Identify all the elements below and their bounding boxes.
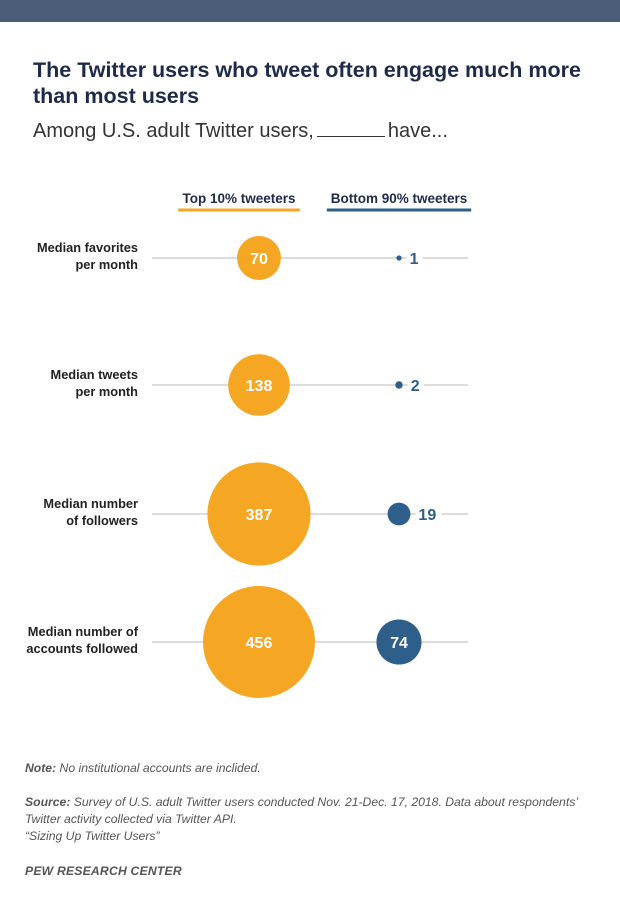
data-bubble [376,619,422,665]
data-label: 19 [418,507,436,524]
category-label: Median favorites [37,240,138,255]
data-bubble [228,354,290,416]
chart-subtitle: Among U.S. adult Twitter users, have... [33,118,448,143]
source-text: Survey of U.S. adult Twitter users condu… [25,795,578,826]
data-label: 387 [246,507,273,524]
legend-label: Top 10% tweeters [182,191,295,206]
data-label-backdrop [406,248,423,268]
data-bubble [237,236,281,280]
data-label: 70 [250,251,268,268]
category-label: per month [75,384,138,399]
data-label-backdrop [407,375,424,395]
source-report: “Sizing Up Twitter Users” [25,829,160,843]
note: Note: No institutional accounts are incl… [25,760,261,777]
chart-title: The Twitter users who tweet often engage… [33,58,581,108]
legend-label: Bottom 90% tweeters [331,191,468,206]
footer-credit: PEW RESEARCH CENTER [25,864,182,878]
data-label: 2 [411,378,420,395]
data-bubble [396,255,402,261]
subtitle-blank [316,118,385,137]
source: Source: Survey of U.S. adult Twitter use… [25,794,585,845]
data-label: 1 [410,251,419,268]
category-label: of followers [66,513,138,528]
source-label: Source: [25,795,71,809]
category-label: accounts followed [26,641,138,656]
data-label: 138 [246,378,273,395]
data-bubble [387,502,411,526]
category-label: per month [75,257,138,272]
bubble-chart: Top 10% tweeters Bottom 90% tweeters Media… [26,191,472,698]
subtitle-suffix: have... [387,120,448,142]
category-label: Median number of [28,624,139,639]
category-label: Median tweets [51,367,138,382]
data-bubble [207,462,311,566]
category-label: Median number [43,496,138,511]
note-text: No institutional accounts are inclided. [56,761,261,775]
data-label: 74 [390,635,408,652]
note-label: Note: [25,761,57,775]
subtitle-prefix: Among U.S. adult Twitter users, [33,120,314,142]
data-bubble [395,381,403,389]
top-banner [0,0,620,22]
data-label-backdrop [415,504,442,524]
data-label: 456 [246,635,273,652]
data-bubble [203,586,315,698]
